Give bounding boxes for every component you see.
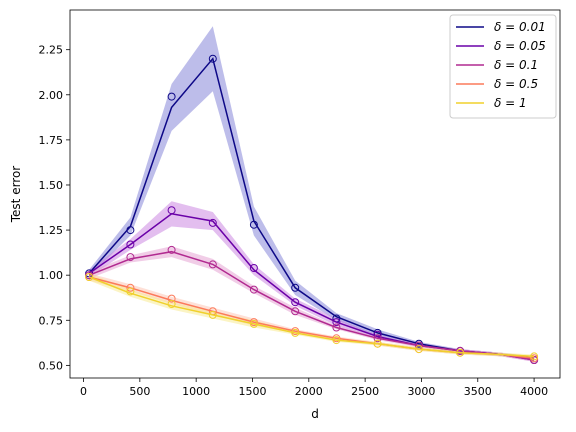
- data-point-4-4: [249, 319, 258, 328]
- legend-label-1: δ = 0.05: [494, 39, 546, 53]
- y-axis-label: Test error: [9, 166, 23, 224]
- y-tick-label: 1.50: [39, 179, 64, 192]
- data-point-2-6: [332, 323, 341, 332]
- x-axis: 0 500 1000 1500 2000 2500 3000 3500 4000: [80, 378, 548, 398]
- data-point-2-1: [126, 253, 135, 262]
- y-tick-label: 2.25: [39, 44, 64, 57]
- data-point-2-3: [208, 260, 217, 269]
- data-point-4-10: [530, 352, 539, 361]
- legend-label-4: δ = 1: [494, 96, 527, 110]
- data-point-4-7: [373, 339, 382, 348]
- series-line-2: [88, 250, 535, 361]
- y-tick-label: 0.75: [39, 314, 64, 327]
- y-tick-label: 1.75: [39, 134, 64, 147]
- data-point-2-7: [373, 334, 382, 343]
- legend-label-2: δ = 0.1: [494, 58, 538, 72]
- legend-label-3: δ = 0.5: [494, 77, 538, 91]
- data-point-0-2: [167, 92, 176, 101]
- series-line-4: [88, 276, 535, 358]
- plot-area: [85, 26, 539, 364]
- x-tick-label: 3500: [464, 385, 492, 398]
- data-point-1-5: [291, 298, 300, 307]
- data-point-2-5: [291, 307, 300, 316]
- data-point-1-1: [126, 240, 135, 249]
- x-tick-label: 3000: [407, 385, 435, 398]
- data-point-0-4: [249, 220, 258, 229]
- data-point-2-2: [167, 245, 176, 254]
- data-point-1-3: [208, 218, 217, 227]
- data-point-4-9: [456, 348, 465, 357]
- y-tick-label: 1.25: [39, 224, 64, 237]
- legend-label-0: δ = 0.01: [494, 20, 546, 34]
- data-point-4-3: [208, 310, 217, 319]
- data-point-1-6: [332, 318, 341, 327]
- data-point-0-5: [291, 283, 300, 292]
- data-point-4-0: [85, 273, 94, 281]
- data-point-4-1: [126, 287, 135, 296]
- x-tick-label: 1500: [238, 385, 266, 398]
- data-point-1-2: [167, 206, 176, 215]
- y-tick-label: 2.00: [39, 89, 64, 102]
- data-point-0-3: [208, 54, 217, 63]
- x-tick-label: 2000: [295, 385, 323, 398]
- data-point-4-5: [291, 328, 300, 337]
- data-point-2-4: [249, 285, 258, 294]
- data-point-4-2: [167, 300, 176, 308]
- data-point-3-2: [167, 294, 176, 303]
- x-tick-label: 4000: [520, 385, 548, 398]
- data-point-4-8: [414, 345, 423, 354]
- x-tick-label: 0: [80, 385, 87, 398]
- y-tick-label: 1.00: [39, 269, 64, 282]
- x-axis-label: d: [311, 407, 319, 421]
- data-point-3-1: [126, 283, 135, 292]
- x-tick-label: 2500: [351, 385, 379, 398]
- legend: δ = 0.01 δ = 0.05 δ = 0.1 δ = 0.5 δ = 1: [449, 14, 557, 119]
- y-tick-label: 0.50: [39, 359, 64, 372]
- data-point-0-1: [126, 226, 135, 235]
- x-tick-label: 500: [129, 385, 150, 398]
- y-axis: 0.50 0.75 1.00 1.25 1.50 1.75 2.00 2.25: [39, 44, 70, 372]
- data-point-4-6: [332, 336, 341, 345]
- data-point-1-4: [249, 264, 258, 272]
- plot-frame: [69, 9, 561, 379]
- legend-box: [449, 14, 557, 119]
- x-tick-label: 1000: [182, 385, 210, 398]
